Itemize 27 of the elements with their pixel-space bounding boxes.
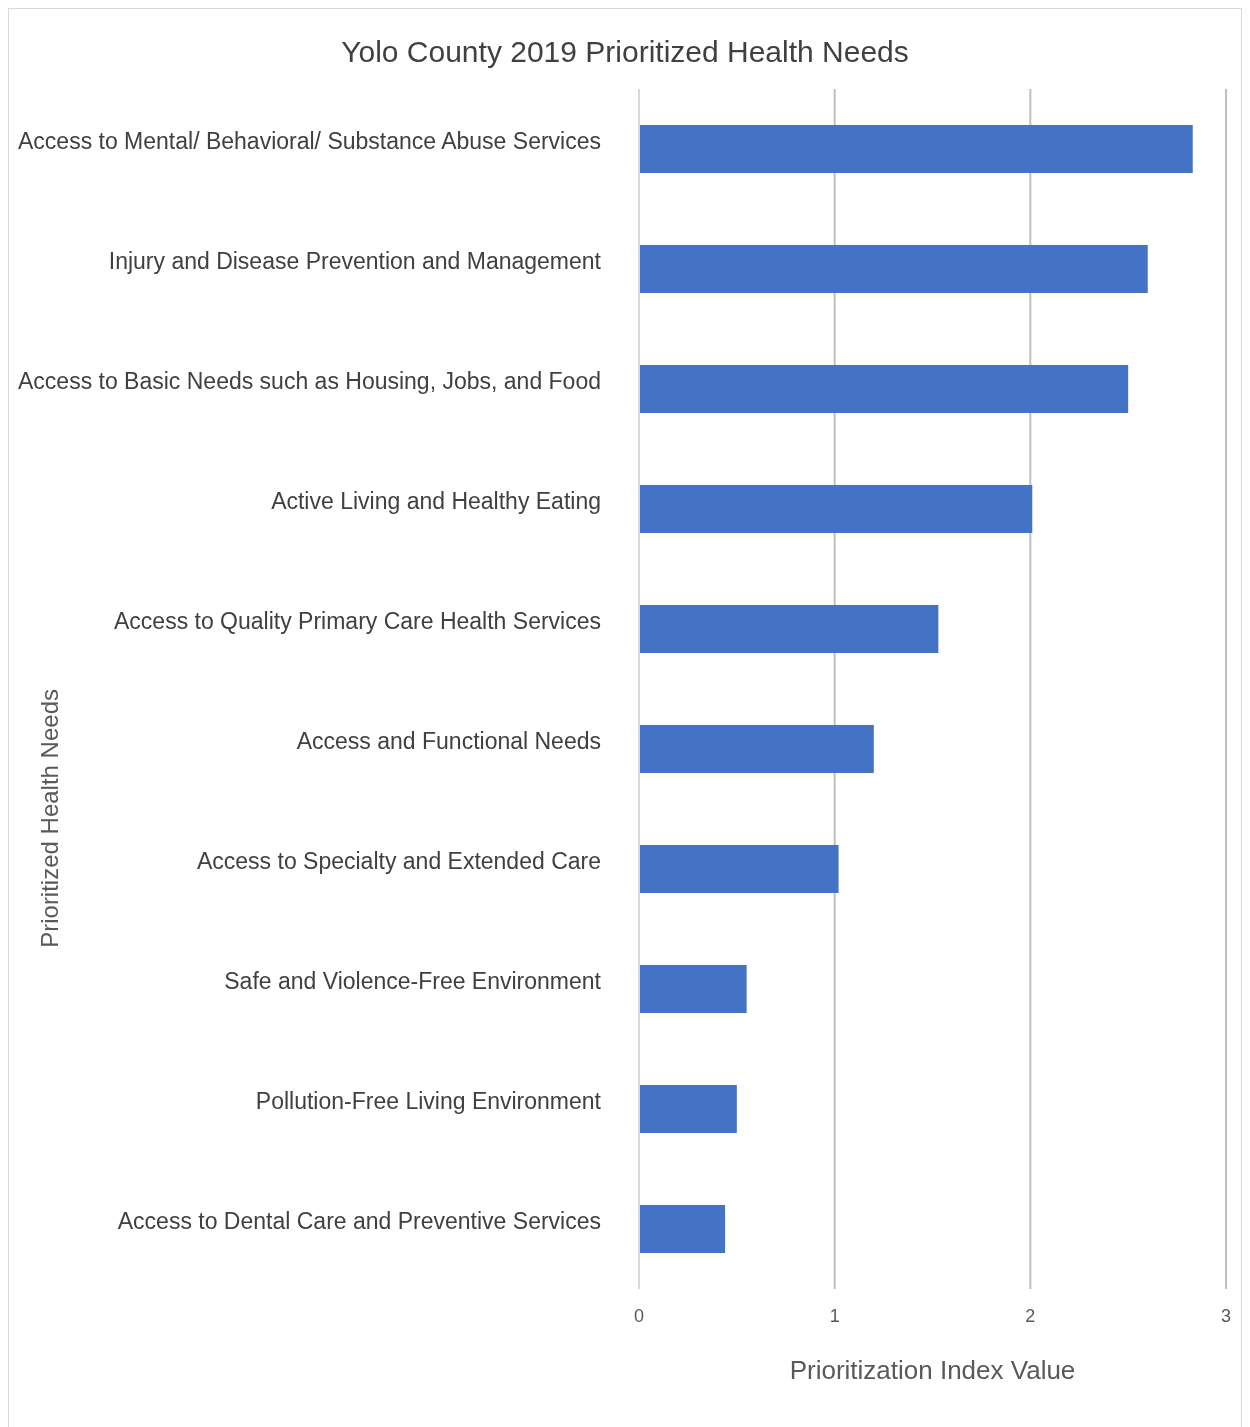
bar xyxy=(639,1085,737,1133)
y-tick-label: Pollution-Free Living Environment xyxy=(255,1088,602,1114)
y-tick-label: Safe and Violence-Free Environment xyxy=(224,968,602,994)
y-tick-label: Injury and Disease Prevention and Management xyxy=(108,248,602,274)
x-tick-label: 2 xyxy=(1025,1305,1036,1326)
bar xyxy=(639,845,839,893)
y-tick-label: Access to Specialty and Extended Care xyxy=(196,848,601,874)
y-tick-label: Access to Dental Care and Preventive Services xyxy=(117,1208,601,1234)
bar xyxy=(639,965,747,1013)
x-tick-label: 3 xyxy=(1220,1305,1232,1326)
y-tick-label: Access to Quality Primary Care Health Services xyxy=(114,608,601,634)
y-axis-title: Prioritized Health Needs xyxy=(35,689,63,948)
bar xyxy=(639,605,939,653)
y-tick-label: Access to Mental/ Behavioral/ Substance Abuse Services xyxy=(18,128,601,154)
x-tick-label: 1 xyxy=(829,1305,840,1326)
chart-title: Yolo County 2019 Prioritized Health Needs xyxy=(340,35,910,69)
bar xyxy=(639,365,1129,413)
y-tick-label: Access to Basic Needs such as Housing, Jobs, and Food xyxy=(18,368,601,394)
x-tick-label: 0 xyxy=(633,1305,645,1326)
bar xyxy=(639,485,1033,533)
bar xyxy=(639,1205,726,1253)
bar xyxy=(639,725,874,773)
x-axis-title: Prioritization Index Value xyxy=(789,1355,1076,1385)
bar xyxy=(639,125,1193,173)
bar xyxy=(639,245,1148,293)
y-tick-label: Active Living and Healthy Eating xyxy=(271,488,601,514)
y-tick-label: Access and Functional Needs xyxy=(296,728,601,754)
